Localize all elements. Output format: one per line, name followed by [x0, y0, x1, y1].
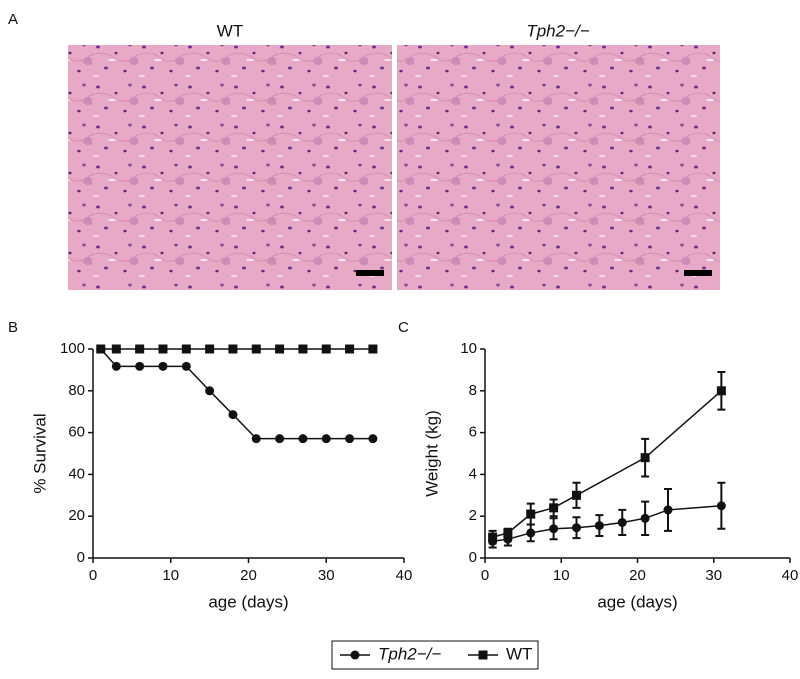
data-point — [594, 521, 604, 531]
x-tick-label: 0 — [481, 567, 489, 584]
histology-image — [68, 45, 392, 290]
data-point — [572, 490, 581, 500]
data-point — [572, 523, 581, 533]
panel-label: A — [8, 11, 18, 28]
data-point — [617, 517, 627, 527]
image-title: WT — [217, 21, 243, 40]
y-tick-label: 40 — [68, 465, 85, 482]
x-tick-label: 30 — [705, 567, 722, 584]
image-title: Tph2−/− — [526, 21, 589, 40]
y-axis-label: Weight (kg) — [422, 410, 441, 497]
data-point — [205, 386, 215, 396]
y-axis-label: % Survival — [30, 413, 49, 493]
data-point — [158, 344, 168, 354]
x-axis-label: age (days) — [208, 592, 288, 611]
data-point — [526, 528, 536, 538]
data-point — [275, 344, 285, 354]
data-point — [640, 453, 650, 463]
data-point — [716, 386, 726, 396]
y-tick-label: 10 — [460, 340, 477, 357]
x-tick-label: 20 — [240, 567, 257, 584]
x-tick-label: 40 — [396, 567, 413, 584]
data-point — [181, 344, 191, 354]
data-point — [368, 434, 378, 444]
data-point — [251, 434, 261, 444]
panel-label: C — [398, 319, 409, 336]
legend-marker — [478, 650, 488, 660]
data-point — [275, 434, 285, 444]
x-axis-label: age (days) — [597, 592, 677, 611]
legend-marker — [350, 650, 360, 660]
series-line — [492, 505, 722, 543]
data-point — [640, 513, 650, 523]
data-point — [228, 344, 238, 354]
data-point — [321, 434, 331, 444]
x-tick-label: 0 — [89, 567, 97, 584]
x-tick-label: 20 — [629, 567, 646, 584]
y-tick-label: 2 — [469, 507, 477, 524]
data-point — [503, 528, 513, 538]
legend-label: WT — [506, 644, 532, 663]
y-tick-label: 0 — [77, 549, 85, 566]
x-tick-label: 40 — [782, 567, 799, 584]
data-point — [158, 361, 168, 371]
data-point — [111, 344, 121, 354]
data-point — [716, 501, 726, 511]
data-point — [345, 434, 355, 444]
data-point — [135, 344, 145, 354]
y-tick-label: 20 — [68, 507, 85, 524]
legend-label: Tph2−/− — [378, 644, 441, 663]
data-point — [135, 361, 145, 371]
histology-image — [397, 45, 720, 290]
y-tick-label: 6 — [469, 424, 477, 441]
data-point — [321, 344, 331, 354]
y-tick-label: 8 — [469, 382, 477, 399]
scale-bar — [684, 270, 712, 276]
data-point — [298, 434, 308, 444]
panel-label: B — [8, 319, 18, 336]
data-point — [663, 505, 673, 515]
y-tick-label: 0 — [469, 549, 477, 566]
data-point — [228, 410, 238, 420]
data-point — [526, 509, 536, 519]
data-point — [368, 344, 378, 354]
y-tick-label: 60 — [68, 424, 85, 441]
x-tick-label: 30 — [318, 567, 335, 584]
data-point — [345, 344, 355, 354]
scale-bar — [356, 270, 384, 276]
y-tick-label: 4 — [469, 465, 477, 482]
data-point — [96, 344, 106, 354]
data-point — [205, 344, 215, 354]
x-tick-label: 10 — [553, 567, 570, 584]
y-tick-label: 80 — [68, 382, 85, 399]
y-tick-label: 100 — [60, 340, 85, 357]
data-point — [549, 524, 559, 534]
data-point — [488, 532, 498, 542]
data-point — [181, 361, 191, 371]
data-point — [549, 503, 559, 513]
x-tick-label: 10 — [162, 567, 179, 584]
data-point — [251, 344, 261, 354]
data-point — [111, 361, 121, 371]
data-point — [298, 344, 308, 354]
